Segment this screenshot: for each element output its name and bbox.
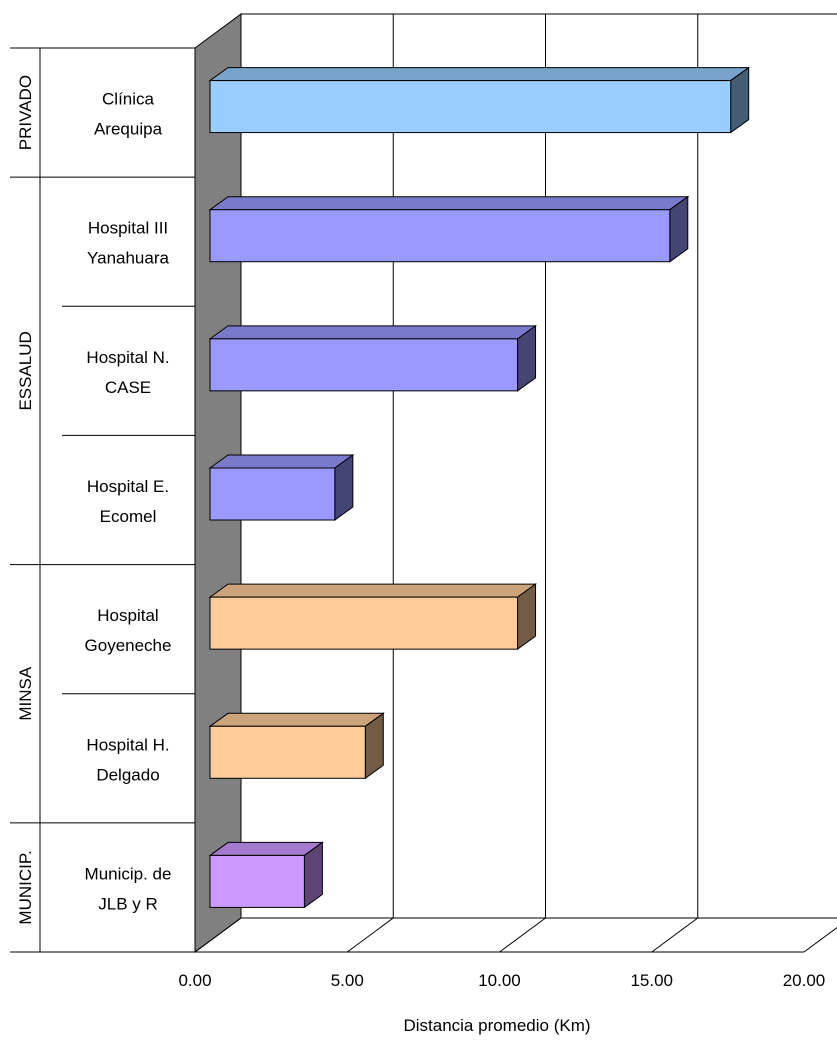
category-label-line1: Hospital E.: [87, 477, 169, 496]
category-label-line1: Hospital: [97, 606, 158, 625]
bar-top: [208, 67, 751, 82]
floor-gridline: [803, 926, 837, 953]
category-label-line2: Delgado: [96, 765, 159, 784]
category-label-line1: Municip. de: [85, 864, 172, 883]
bar: [208, 324, 538, 392]
gridlines: [194, 14, 837, 953]
group-label: MINSA: [16, 666, 35, 721]
x-tick-label: 15.00: [630, 971, 673, 990]
bar-front: [209, 338, 519, 392]
x-tick-label: 0.00: [178, 971, 211, 990]
bar-top: [208, 841, 324, 856]
x-tick-label: 5.00: [331, 971, 364, 990]
bar-front: [209, 467, 336, 521]
floor-gridline: [499, 917, 546, 953]
floor-gridline: [194, 917, 242, 953]
bar: [208, 195, 690, 263]
group-label: ESSALUD: [16, 331, 35, 410]
bar: [208, 66, 751, 134]
category-label-line2: Goyeneche: [85, 636, 172, 655]
group-label: MUNICIP.: [16, 850, 35, 924]
bar-front: [209, 80, 732, 134]
category-label-line2: JLB y R: [98, 894, 158, 913]
category-label-line2: Yanahuara: [87, 249, 169, 268]
bar-front: [209, 209, 671, 263]
bar-top: [208, 325, 538, 340]
bar: [208, 841, 324, 909]
x-tick-label: 10.00: [478, 971, 521, 990]
x-axis-label: Distancia promedio (Km): [403, 1016, 590, 1035]
category-label-line1: Hospital H.: [86, 735, 169, 754]
category-label-line2: CASE: [105, 378, 151, 397]
bar-top: [208, 712, 385, 727]
bar-front: [209, 725, 366, 779]
bar: [208, 583, 538, 651]
category-label-line1: Clínica: [102, 90, 155, 109]
category-axis: Clínica Arequipa Hospital III Yanahuara Hosp…: [10, 47, 196, 953]
x-tick-label: 20.00: [783, 971, 826, 990]
category-label-line1: Hospital N.: [86, 348, 169, 367]
bar-front: [209, 854, 305, 908]
floor-gridline: [651, 917, 699, 953]
x-tick-labels: 0.00 5.00 10.00 15.00 20.00: [178, 971, 825, 990]
group-label: PRIVADO: [16, 75, 35, 150]
bar: [208, 454, 355, 521]
bar-top: [208, 196, 690, 211]
floor-gridline: [346, 917, 394, 953]
category-label-line2: Arequipa: [94, 120, 163, 139]
bar-front: [209, 596, 519, 650]
bar-top: [208, 583, 538, 598]
bars: [208, 66, 751, 909]
category-label-line2: Ecomel: [100, 507, 157, 526]
bar-top: [208, 454, 355, 469]
category-label-line1: Hospital III: [88, 219, 168, 238]
bar: [208, 712, 385, 780]
